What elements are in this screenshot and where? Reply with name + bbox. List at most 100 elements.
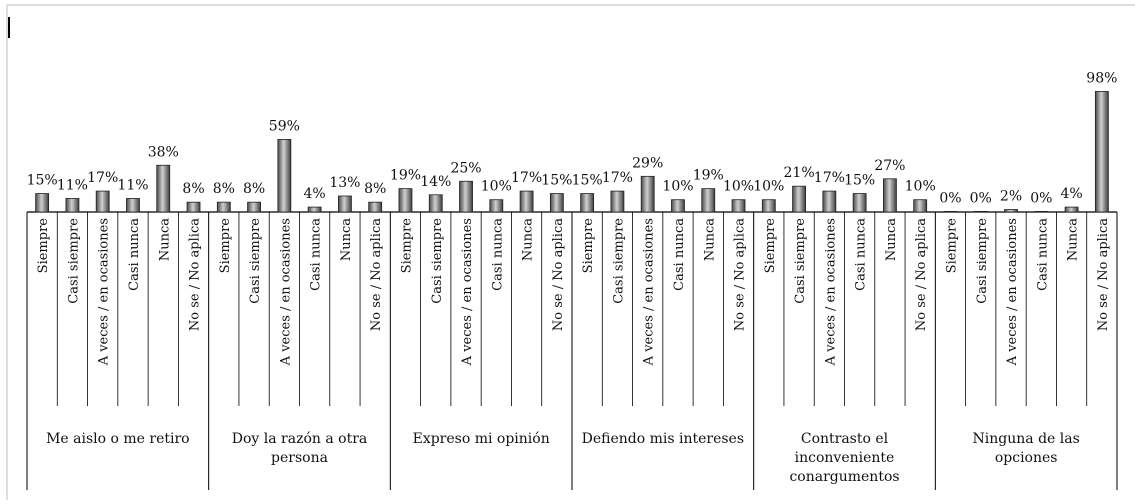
- group-label-line: conargumentos: [789, 469, 899, 485]
- data-label: 0%: [939, 190, 961, 206]
- category-label: Casi siempre: [66, 218, 81, 304]
- category-label: Casi siempre: [793, 218, 808, 304]
- data-label: 17%: [814, 170, 845, 186]
- bar: [398, 188, 413, 213]
- category-label: A veces / en ocasiones: [97, 218, 112, 366]
- data-label: 0%: [970, 190, 992, 206]
- bar: [519, 190, 534, 213]
- category-label: No se / No aplica: [188, 218, 203, 331]
- bar: [126, 198, 140, 213]
- bar: [428, 194, 443, 213]
- data-label: 10%: [723, 179, 754, 195]
- bar: [186, 201, 201, 213]
- category-label: No se / No aplica: [369, 218, 384, 331]
- data-label: 13%: [329, 175, 360, 191]
- data-label: 4%: [304, 186, 326, 202]
- bar: [640, 175, 655, 213]
- data-label: 11%: [57, 177, 88, 193]
- bar: [852, 193, 867, 213]
- category-label: A veces / en ocasiones: [460, 218, 475, 366]
- category-label: Casi nunca: [309, 218, 324, 291]
- group-label-line: persona: [271, 450, 328, 466]
- bar: [65, 198, 80, 213]
- data-label: 11%: [117, 177, 148, 193]
- category-label: Casi nunca: [490, 218, 505, 291]
- group-label-line: opciones: [995, 450, 1058, 466]
- data-label: 8%: [243, 181, 265, 197]
- bar: [913, 199, 928, 213]
- data-label: 15%: [844, 173, 875, 189]
- data-label: 2%: [1000, 189, 1022, 205]
- category-label: Casi nunca: [672, 218, 687, 291]
- category-label: No se / No aplica: [551, 218, 566, 331]
- category-label: Siempre: [763, 218, 778, 274]
- category-label: Casi siempre: [611, 218, 626, 304]
- group-label: Doy la razón a otra persona: [232, 431, 368, 466]
- category-label: Casi nunca: [127, 218, 142, 291]
- data-label: 38%: [148, 144, 179, 160]
- category-label: No se / No aplica: [914, 218, 929, 331]
- data-label: 29%: [632, 155, 663, 171]
- bar: [35, 193, 50, 213]
- data-label: 25%: [450, 160, 481, 176]
- category-label: Casi siempre: [430, 218, 445, 304]
- data-label: 98%: [1086, 70, 1117, 86]
- bar: [247, 201, 261, 213]
- bar: [216, 201, 231, 213]
- category-label: A veces / en ocasiones: [823, 218, 838, 366]
- data-label: 4%: [1060, 186, 1082, 202]
- data-label: 17%: [602, 170, 633, 186]
- data-label: 0%: [1030, 190, 1052, 206]
- bar: [1064, 206, 1079, 213]
- bar: [822, 190, 837, 213]
- data-label: 8%: [213, 181, 235, 197]
- category-label: Siempre: [218, 218, 233, 274]
- category-label: Casi nunca: [1035, 218, 1050, 291]
- data-label: 21%: [784, 165, 815, 181]
- category-label: Siempre: [36, 218, 51, 274]
- group-label-line: Doy la razón a otra: [232, 431, 368, 447]
- bar: [671, 199, 685, 213]
- bar: [1004, 209, 1018, 213]
- bar: [489, 199, 504, 213]
- data-label: 15%: [27, 173, 58, 189]
- category-label: Nunca: [702, 218, 717, 261]
- data-label: 17%: [511, 170, 542, 186]
- group-label: Contrasto el inconveniente conargumentos: [789, 431, 899, 485]
- data-label: 15%: [541, 173, 572, 189]
- data-label: 17%: [87, 170, 118, 186]
- group-label-line: Defiendo mis intereses: [582, 431, 744, 447]
- category-label: Siempre: [944, 218, 959, 274]
- bar: [307, 206, 322, 213]
- category-label: A veces / en ocasiones: [278, 218, 293, 366]
- category-label: No se / No aplica: [733, 218, 748, 331]
- bar: [610, 190, 625, 213]
- category-label: Nunca: [339, 218, 354, 261]
- data-label: 10%: [905, 179, 936, 195]
- category-label: Siempre: [581, 218, 596, 274]
- category-label: Casi nunca: [854, 218, 869, 291]
- bar: [580, 193, 595, 213]
- data-label: 15%: [572, 173, 603, 189]
- bar: [368, 201, 383, 213]
- bar: [731, 199, 746, 213]
- group-label-line: Me aislo o me retiro: [46, 431, 190, 447]
- data-label: 8%: [364, 181, 386, 197]
- category-label: Casi siempre: [975, 218, 990, 304]
- bar: [459, 180, 473, 213]
- group-label: Ninguna de las opciones: [973, 431, 1080, 466]
- data-label: 27%: [874, 158, 905, 174]
- bar: [338, 195, 352, 213]
- category-label: A veces / en ocasiones: [1005, 218, 1020, 366]
- bar: [943, 210, 958, 213]
- group-label: Expreso mi opinión: [413, 431, 550, 447]
- data-label: 10%: [481, 179, 512, 195]
- bar: [95, 190, 110, 213]
- bar: [1034, 210, 1049, 213]
- data-label: 10%: [753, 179, 784, 195]
- group-label-line: Ninguna de las: [973, 431, 1080, 447]
- bar: [973, 210, 988, 213]
- category-label: No se / No aplica: [1096, 218, 1111, 331]
- category-label: Casi siempre: [248, 218, 263, 304]
